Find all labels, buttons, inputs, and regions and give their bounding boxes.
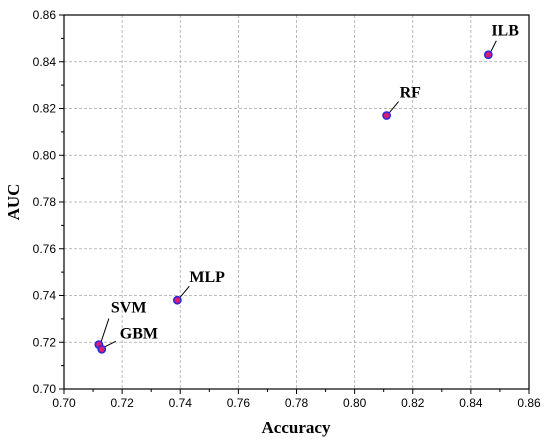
y-axis-label: AUC	[4, 184, 23, 221]
leader-line-gbm	[103, 340, 117, 348]
x-tick-label: 0.70	[52, 396, 76, 410]
x-tick-label: 0.78	[285, 396, 309, 410]
y-tick-label: 0.80	[33, 148, 57, 162]
leader-line-ilb	[489, 40, 497, 53]
point-rf	[382, 111, 391, 120]
leader-line-mlp	[178, 285, 190, 299]
y-tick-label: 0.72	[33, 335, 57, 349]
point-labels: SVM GBM MLP RF ILB	[111, 23, 519, 343]
y-tick-label: 0.84	[33, 55, 57, 69]
data-points	[94, 50, 493, 354]
point-gbm	[97, 344, 107, 354]
x-tick-label: 0.82	[401, 396, 425, 410]
point-label-svm: SVM	[111, 300, 147, 317]
x-axis-label: Accuracy	[262, 418, 331, 437]
grid	[64, 15, 529, 389]
point-label-ilb: ILB	[491, 23, 519, 40]
leader-line-svm	[100, 318, 110, 343]
leader-line-rf	[388, 101, 399, 114]
x-tick-label: 0.72	[110, 396, 134, 410]
x-tick-label: 0.80	[343, 396, 367, 410]
point-ilb	[483, 50, 493, 60]
x-tick-label: 0.86	[517, 396, 541, 410]
y-tick-label: 0.86	[33, 8, 57, 22]
ticks: 0.70 0.72 0.74 0.76 0.78 0.80 0.82 0.84 0.86 0.70…	[33, 8, 541, 410]
point-label-mlp: MLP	[189, 269, 225, 286]
y-tick-label: 0.78	[33, 195, 57, 209]
x-tick-label: 0.84	[459, 396, 483, 410]
point-mlp	[172, 295, 182, 305]
x-tick-label: 0.74	[169, 396, 193, 410]
x-tick-label: 0.76	[227, 396, 251, 410]
point-label-gbm: GBM	[120, 325, 158, 342]
y-tick-label: 0.70	[33, 382, 57, 396]
y-tick-label: 0.76	[33, 242, 57, 256]
y-tick-label: 0.82	[33, 102, 57, 116]
label-leaders	[100, 40, 497, 348]
y-tick-label: 0.74	[33, 289, 57, 303]
point-label-rf: RF	[400, 85, 422, 102]
